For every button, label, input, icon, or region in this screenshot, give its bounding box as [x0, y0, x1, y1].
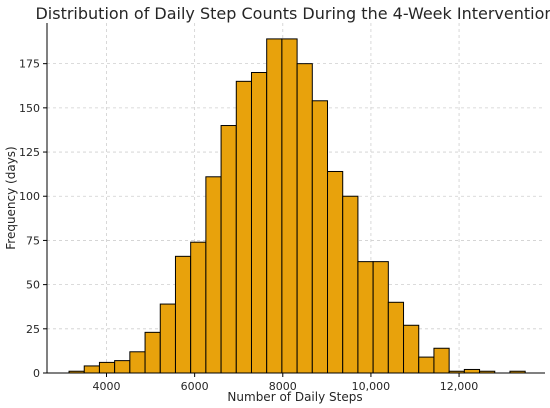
histogram-bar: [463, 368, 481, 374]
x-axis-label: Number of Daily Steps: [227, 390, 362, 404]
histogram-bar: [433, 347, 450, 374]
x-axis-ticks: 4000 6000 8000 10,000 12,000: [92, 373, 478, 393]
histogram-bar: [250, 71, 268, 374]
x-tick-label: 10,000: [352, 380, 391, 393]
x-tick-label: 6000: [181, 380, 209, 393]
histogram-bar: [357, 261, 374, 374]
histogram-bar: [372, 261, 389, 374]
y-tick-label: 75: [26, 234, 40, 247]
histogram-bar: [83, 365, 100, 374]
histogram-bar: [342, 195, 359, 374]
histogram-bar: [311, 100, 329, 374]
histogram-bar: [220, 125, 237, 374]
histogram-bar: [159, 303, 176, 374]
histogram-bar: [98, 361, 116, 374]
x-tick-label: 12,000: [440, 380, 479, 393]
axes: [46, 23, 545, 374]
histogram-bar: [144, 331, 161, 374]
histogram-bar: [387, 301, 405, 374]
y-tick-label: 25: [26, 323, 40, 336]
y-axis-ticks: 0 25 50 75 100 125 150 175: [19, 58, 47, 380]
histogram-bar: [129, 351, 146, 374]
histogram-bar: [266, 38, 283, 374]
x-tick-label: 8000: [269, 380, 297, 393]
y-tick-label: 175: [19, 58, 40, 71]
y-axis-label: Frequency (days): [4, 146, 18, 250]
histogram-bar: [114, 360, 131, 374]
histogram-bar: [205, 176, 222, 374]
y-tick-label: 125: [19, 146, 40, 159]
histogram-bar: [403, 324, 420, 374]
y-tick-label: 150: [19, 102, 40, 115]
histogram-bar: [174, 255, 192, 374]
histogram-bar: [281, 38, 298, 374]
y-tick-label: 100: [19, 190, 40, 203]
histogram-bar: [327, 170, 344, 374]
y-tick-label: 0: [33, 367, 40, 380]
histogram-bar: [296, 63, 313, 374]
histogram-bars: [68, 38, 526, 374]
histogram-bar: [418, 356, 435, 374]
histogram-bar: [235, 80, 252, 374]
y-tick-label: 50: [26, 279, 40, 292]
chart-title: Distribution of Daily Step Counts During…: [35, 4, 550, 23]
histogram-bar: [190, 241, 207, 374]
x-tick-label: 4000: [92, 380, 120, 393]
